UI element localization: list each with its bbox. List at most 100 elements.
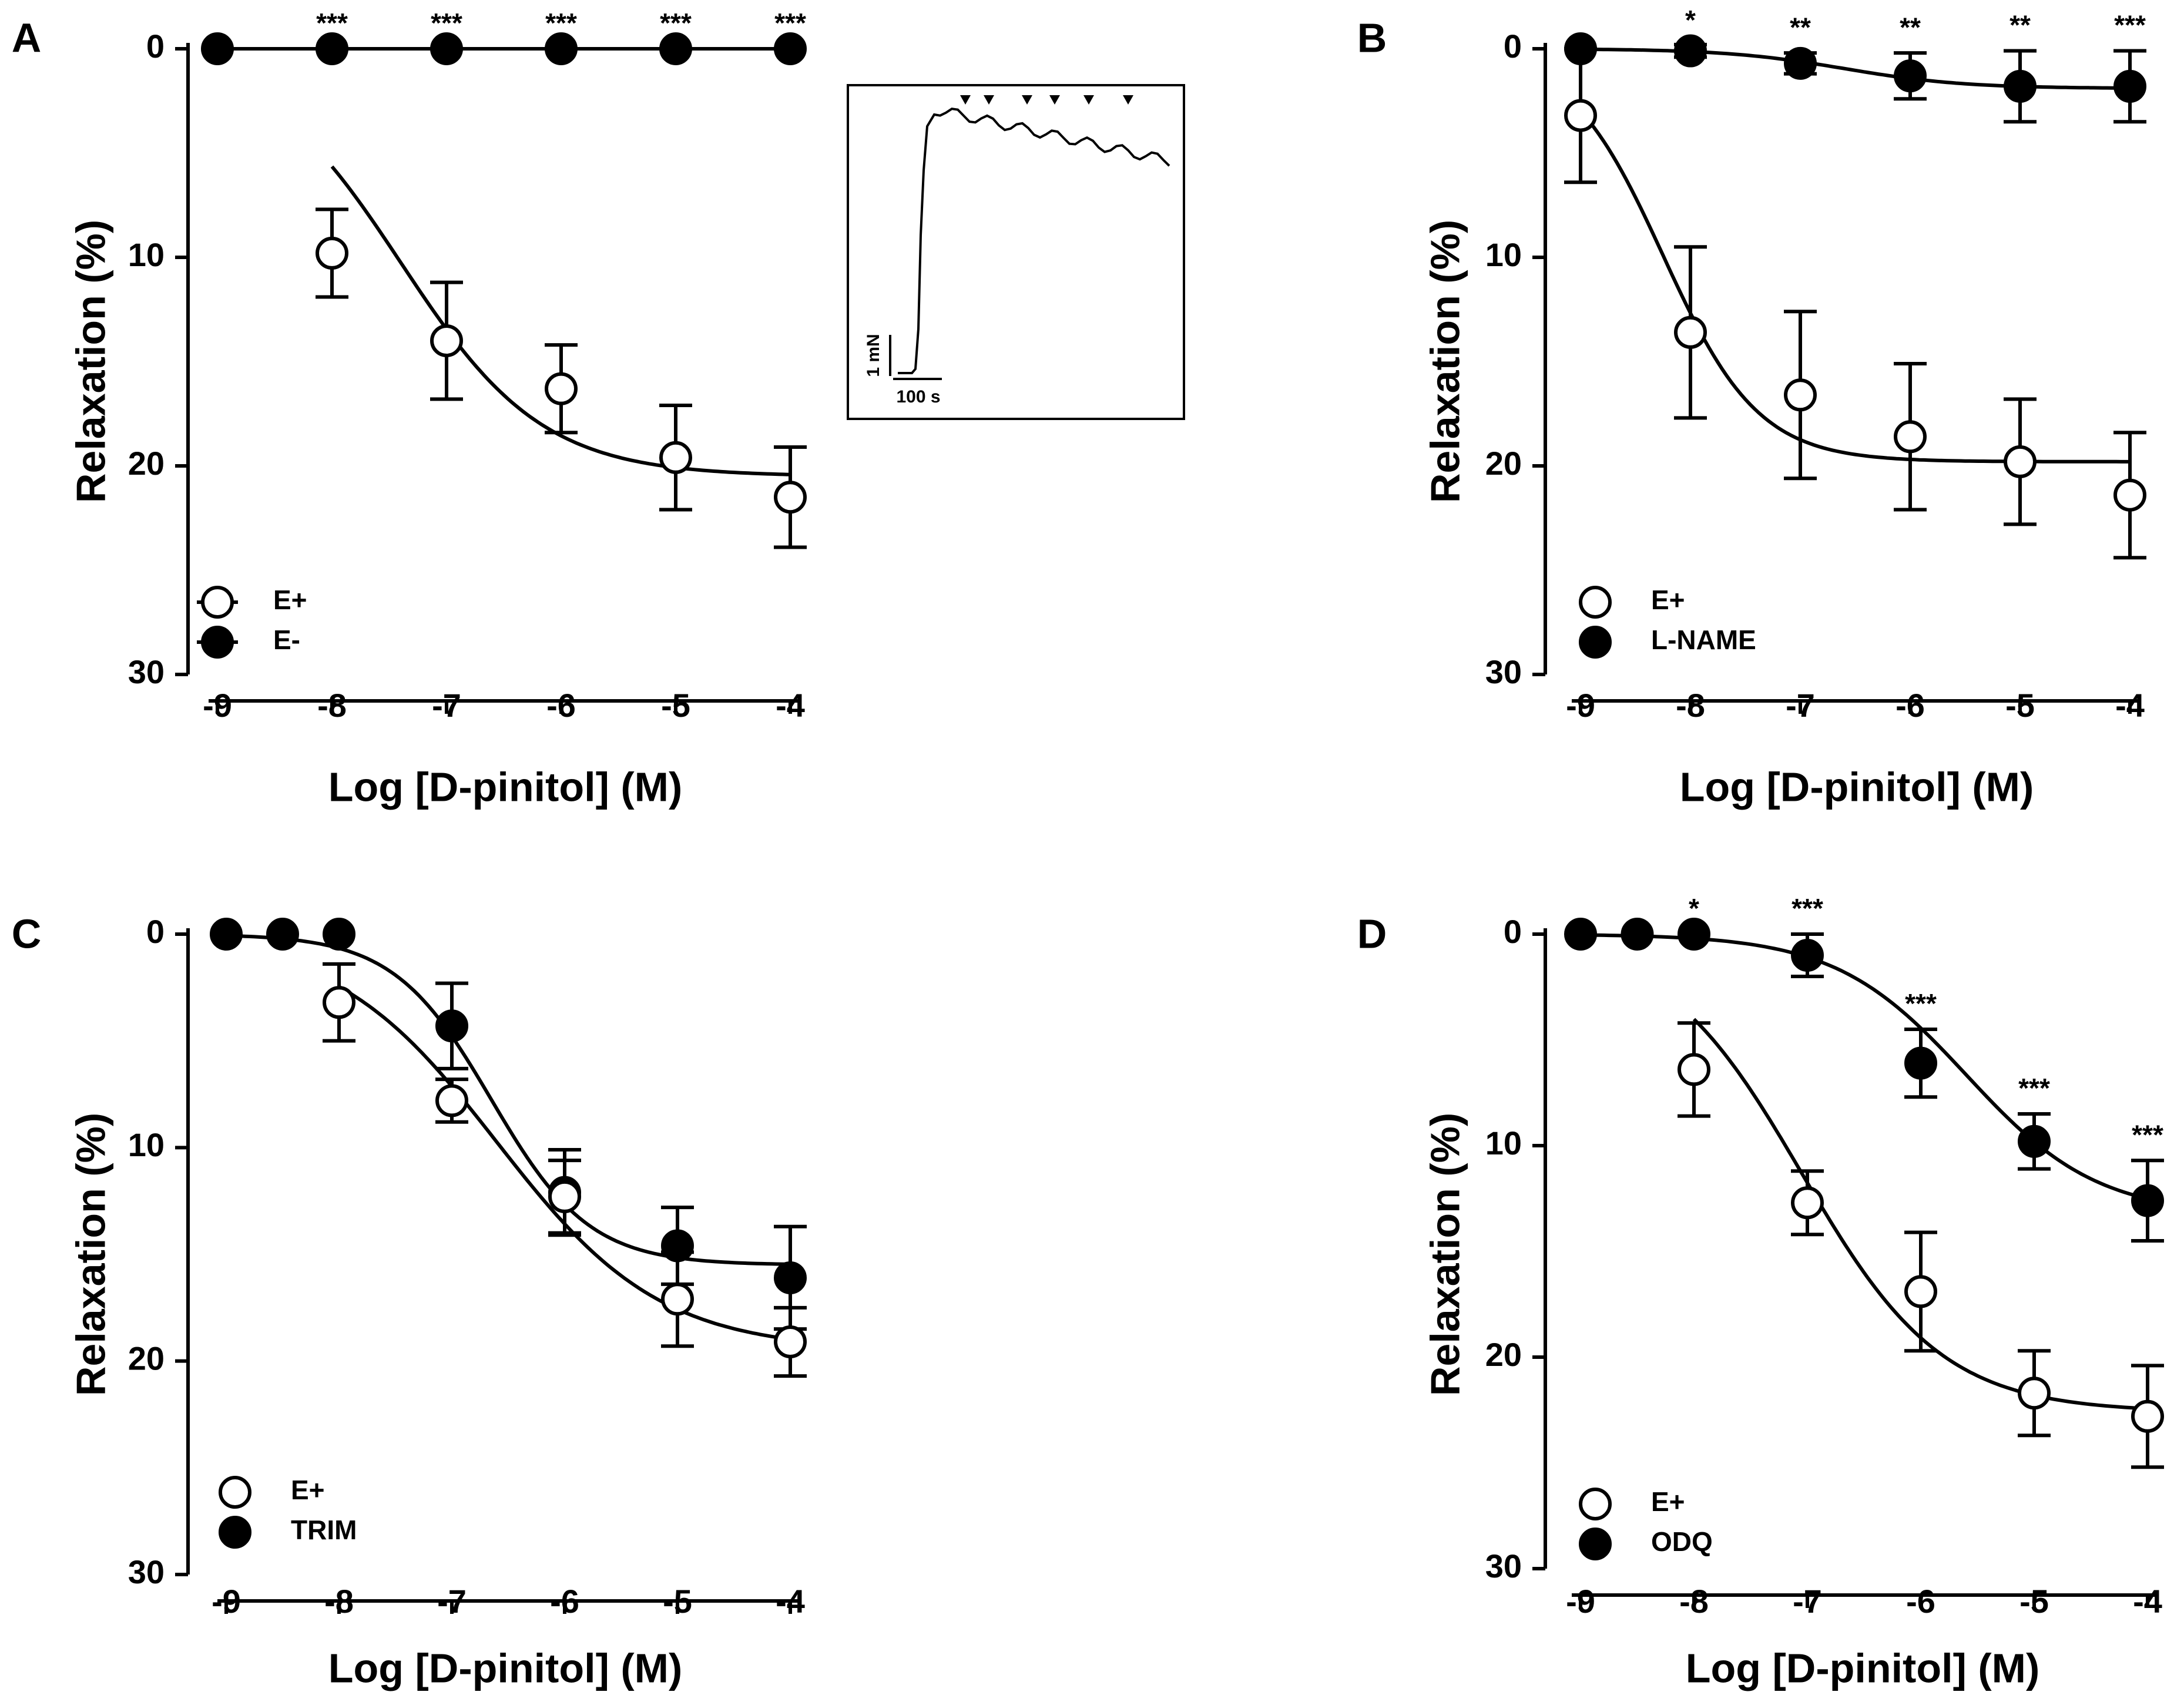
data-point-e+ xyxy=(435,1084,468,1117)
x-axis-title: Log [D-pinitol] (M) xyxy=(1680,764,2034,810)
panel-letter: A xyxy=(12,15,42,61)
y-tick-label: 30 xyxy=(1485,653,1522,690)
dose-arrow-icon xyxy=(1083,95,1094,105)
panel-a: A 0 10 20 30 -9 -8 -7 -6 -5 -4 Log [D-pinitol] (M) R… xyxy=(12,8,1185,810)
data-point-odq xyxy=(1791,939,1824,972)
data-point-e+ xyxy=(316,236,348,270)
x-tick-label: -9 xyxy=(1566,687,1595,724)
data-point-e- xyxy=(774,32,807,65)
x-tick-label: -4 xyxy=(2115,687,2145,724)
data-point-e+ xyxy=(774,1325,807,1358)
y-tick-label: 0 xyxy=(1504,28,1522,65)
y-tick-label: 20 xyxy=(1485,445,1522,482)
x-tick-label: -8 xyxy=(1679,1583,1709,1620)
y-tick-label: 20 xyxy=(128,1340,165,1377)
dose-arrow-icon xyxy=(1022,95,1032,105)
significance-mark: ** xyxy=(1790,12,1811,42)
x-tick-label: -5 xyxy=(2005,687,2035,724)
data-point-e+ xyxy=(545,372,578,405)
x-tick-label: -9 xyxy=(1566,1583,1595,1620)
x-tick-label: -6 xyxy=(550,1583,579,1620)
data-point-odq xyxy=(2131,1184,2164,1217)
y-tick-label: 0 xyxy=(146,913,165,950)
dose-arrow-icon xyxy=(984,95,994,105)
y-tick-label: 0 xyxy=(1504,913,1522,950)
legend-marker xyxy=(219,1476,251,1509)
legend-label: ODQ xyxy=(1651,1526,1713,1557)
y-tick-label: 30 xyxy=(1485,1547,1522,1584)
panel-b: B 0 10 20 30 -9 -8 -7 -6 -5 -4 Log [D-pinitol] (M) R… xyxy=(1357,5,2146,810)
x-tick-label: -4 xyxy=(776,1583,805,1620)
data-point-l-name xyxy=(1894,59,1927,93)
x-tick-label: -8 xyxy=(317,687,347,724)
data-point-e- xyxy=(430,32,463,65)
data-point-e+ xyxy=(1904,1275,1937,1308)
legend-label: E- xyxy=(273,625,300,655)
x-tick-label: -8 xyxy=(324,1583,354,1620)
inset-frame xyxy=(847,84,1185,420)
data-point-e+ xyxy=(430,324,463,357)
x-tick-label: -7 xyxy=(1786,687,1815,724)
y-tick-label: 20 xyxy=(1485,1336,1522,1373)
x-tick-label: -6 xyxy=(1906,1583,1935,1620)
data-point-e+ xyxy=(1791,1186,1824,1220)
data-point-e+ xyxy=(1564,99,1597,132)
x-axis-title: Log [D-pinitol] (M) xyxy=(328,764,683,810)
legend-label: TRIM xyxy=(291,1515,357,1545)
data-point-e- xyxy=(545,32,578,65)
y-axis-title: Relaxation (%) xyxy=(1422,1113,1468,1396)
legend-marker xyxy=(219,1516,251,1549)
y-axis-title: Relaxation (%) xyxy=(1422,220,1468,503)
data-point-e+ xyxy=(1674,315,1707,349)
data-point-e+ xyxy=(548,1180,581,1213)
significance-mark: *** xyxy=(2132,1119,2163,1150)
fit-curve-odq xyxy=(1580,933,2148,1201)
legend-marker xyxy=(201,626,234,659)
data-point-e+ xyxy=(2131,1399,2164,1433)
data-point-odq xyxy=(2018,1124,2051,1158)
y-axis-title: Relaxation (%) xyxy=(68,1113,113,1396)
data-point-trim xyxy=(266,918,299,951)
data-point-e+ xyxy=(2018,1377,2051,1410)
panel-letter: B xyxy=(1357,15,1387,61)
x-tick-label: -9 xyxy=(203,687,232,724)
y-tick-label: 10 xyxy=(128,1126,165,1163)
data-point-e+ xyxy=(661,1283,694,1316)
legend-label: L-NAME xyxy=(1651,625,1756,655)
significance-mark: *** xyxy=(774,8,806,38)
dose-arrow-icon xyxy=(1049,95,1060,105)
dose-arrow-icon xyxy=(1123,95,1133,105)
significance-mark: *** xyxy=(660,8,692,38)
data-point-e+ xyxy=(323,986,355,1019)
dose-arrow-icon xyxy=(960,95,971,105)
legend-label: E+ xyxy=(273,585,307,615)
data-point-e- xyxy=(316,32,348,65)
x-tick-label: -5 xyxy=(2019,1583,2049,1620)
significance-mark: *** xyxy=(1792,893,1823,924)
panel-c: C 0 10 20 30 -9 -8 -7 -6 -5 -4 Log [D-pinitol] (M) R… xyxy=(12,911,807,1691)
fit-curve-e+ xyxy=(330,165,791,476)
significance-mark: *** xyxy=(431,8,462,38)
tension-trace xyxy=(898,108,1170,374)
x-tick-label: -4 xyxy=(2133,1583,2162,1620)
y-tick-label: 10 xyxy=(128,236,165,273)
significance-mark: ** xyxy=(1900,12,1921,42)
x-tick-label: -6 xyxy=(1896,687,1925,724)
y-tick-label: 10 xyxy=(1485,236,1522,273)
data-point-l-name xyxy=(1784,46,1817,80)
legend-marker xyxy=(1579,1528,1612,1560)
data-point-e+ xyxy=(659,441,692,474)
significance-mark: *** xyxy=(2114,10,2146,41)
x-tick-label: -5 xyxy=(663,1583,692,1620)
data-point-l-name xyxy=(2004,69,2037,103)
inset-trace: 1 mN 100 s xyxy=(847,84,1185,420)
data-point-trim xyxy=(210,918,243,951)
x-axis-title: Log [D-pinitol] (M) xyxy=(328,1645,683,1691)
data-point-e+ xyxy=(774,481,807,514)
legend-label: E+ xyxy=(291,1475,325,1505)
data-point-trim xyxy=(435,1009,468,1043)
legend-marker xyxy=(201,586,234,619)
scale-label-force: 1 mN xyxy=(864,334,883,377)
x-tick-label: -6 xyxy=(546,687,576,724)
legend-label: E+ xyxy=(1651,1486,1685,1517)
